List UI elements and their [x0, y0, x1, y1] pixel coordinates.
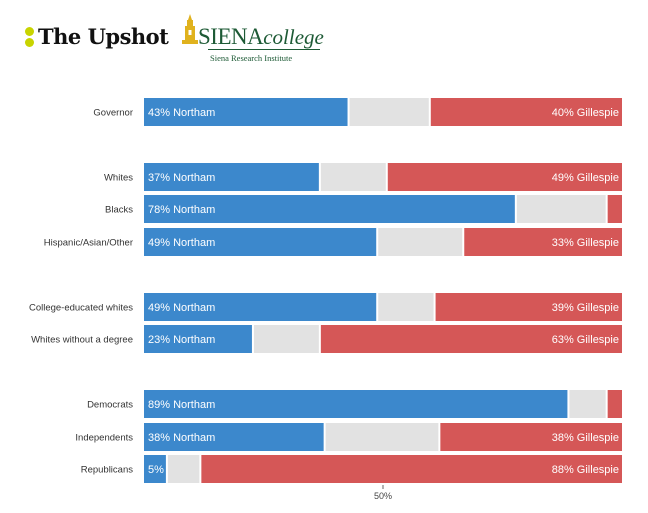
bar-gillespie-democrats: [607, 390, 622, 418]
northam-label-blacks: 78% Northam: [148, 204, 215, 216]
gillespie-label-whites-without-a-degree: 63% Gillespie: [552, 334, 619, 346]
row-label-blacks: Blacks: [105, 205, 133, 216]
gillespie-label-republicans: 88% Gillespie: [552, 464, 619, 476]
bar-northam-college-educated-whites: [144, 293, 377, 321]
northam-label-whites-without-a-degree: 23% Northam: [148, 334, 215, 346]
row-label-independents: Independents: [75, 433, 133, 444]
northam-label-whites: 37% Northam: [148, 172, 215, 184]
bar-northam-republicans: [144, 455, 166, 483]
row-label-governor: Governor: [93, 108, 133, 119]
bar-undecided-governor: [349, 98, 429, 126]
bar-gillespie-whites-without-a-degree: [320, 325, 622, 353]
bar-undecided-hispanic-asian-other: [378, 228, 463, 256]
northam-label-governor: 43% Northam: [148, 107, 215, 119]
bar-undecided-independents: [325, 423, 439, 451]
siena-tower-icon: [182, 14, 198, 44]
siena-rule: [208, 49, 320, 50]
bar-gillespie-college-educated-whites: [435, 293, 622, 321]
row-label-college-educated-whites: College-educated whites: [29, 303, 133, 314]
gillespie-label-college-educated-whites: 39% Gillespie: [552, 302, 619, 314]
bar-gillespie-governor: [430, 98, 622, 126]
bar-undecided-college-educated-whites: [378, 293, 434, 321]
row-label-democrats: Democrats: [87, 400, 133, 411]
bar-northam-whites-without-a-degree: [144, 325, 252, 353]
bar-gillespie-blacks: [607, 195, 622, 223]
bar-undecided-democrats: [569, 390, 606, 418]
row-label-republicans: Republicans: [81, 465, 134, 476]
tick-label-50: 50%: [374, 491, 392, 501]
bar-northam-hispanic-asian-other: [144, 228, 377, 256]
row-label-whites: Whites: [104, 173, 133, 184]
bar-gillespie-republicans: [201, 455, 623, 483]
northam-label-republicans: 5%: [148, 464, 164, 476]
row-label-whites-without-a-degree: Whites without a degree: [31, 335, 133, 346]
bar-undecided-whites-without-a-degree: [253, 325, 319, 353]
northam-label-hispanic-asian-other: 49% Northam: [148, 237, 215, 249]
bar-northam-democrats: [144, 390, 568, 418]
gillespie-label-hispanic-asian-other: 33% Gillespie: [552, 237, 619, 249]
upshot-dots-icon: [22, 25, 36, 49]
bar-northam-blacks: [144, 195, 515, 223]
northam-label-independents: 38% Northam: [148, 432, 215, 444]
bar-undecided-blacks: [516, 195, 606, 223]
bar-undecided-republicans: [167, 455, 200, 483]
bar-gillespie-independents: [440, 423, 622, 451]
bar-northam-governor: [144, 98, 348, 126]
bar-northam-independents: [144, 423, 324, 451]
bar-undecided-whites: [320, 163, 386, 191]
gillespie-label-independents: 38% Gillespie: [552, 432, 619, 444]
bar-gillespie-whites: [387, 163, 622, 191]
upshot-wordmark: The Upshot: [38, 24, 169, 49]
gillespie-label-governor: 40% Gillespie: [552, 107, 619, 119]
northam-label-democrats: 89% Northam: [148, 399, 215, 411]
bar-northam-whites: [144, 163, 319, 191]
row-label-hispanic-asian-other: Hispanic/Asian/Other: [44, 238, 133, 249]
bar-gillespie-hispanic-asian-other: [464, 228, 622, 256]
gillespie-label-whites: 49% Gillespie: [552, 172, 619, 184]
northam-label-college-educated-whites: 49% Northam: [148, 302, 215, 314]
upshot-logo: The Upshot: [22, 24, 169, 49]
siena-subtitle: Siena Research Institute: [210, 53, 293, 63]
siena-wordmark: SIENAcollege: [198, 24, 324, 49]
